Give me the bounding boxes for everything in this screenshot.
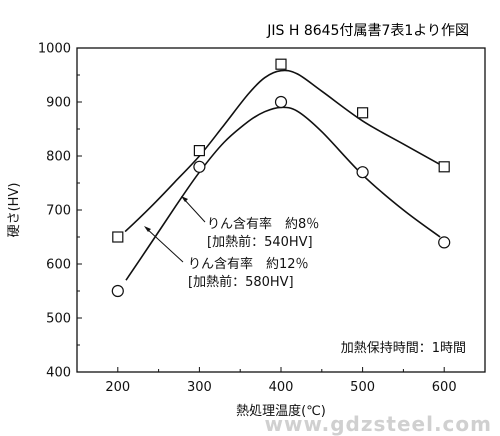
watermark: www.gdzsteel.com <box>264 412 492 436</box>
y-tick-label: 900 <box>46 96 71 111</box>
leader-arrow-series-2 <box>144 226 151 232</box>
x-axis: 200 300 400 500 600 <box>76 367 486 395</box>
y-tick-label: 700 <box>46 204 71 219</box>
x-tick-label: 200 <box>105 380 130 395</box>
series-2-point <box>356 166 369 179</box>
series-1-point <box>275 58 287 70</box>
y-tick-label: 400 <box>46 366 71 381</box>
series-2-point <box>193 160 206 173</box>
holding-time-note: 加熱保持時間：1時間 <box>341 341 466 356</box>
x-axis-title: 熱処理温度(℃) <box>236 403 326 419</box>
x-tick-label: 600 <box>432 380 457 395</box>
series-1-label-line1: りん含有率 約8％ <box>207 216 319 232</box>
x-tick-label: 300 <box>187 380 212 395</box>
y-tick-label: 600 <box>46 258 71 273</box>
series-layer <box>111 58 451 298</box>
y-tick-label: 800 <box>46 150 71 165</box>
leader-line-series-2 <box>145 227 184 263</box>
y-axis: 400 500 600 700 800 900 1000 <box>38 42 82 381</box>
y-axis-title: 硬さ(HV) <box>7 183 22 238</box>
series-1-point <box>438 161 450 173</box>
x-tick-label: 400 <box>269 380 294 395</box>
series-2-label-line1: りん含有率 約12％ <box>188 256 309 272</box>
leader-arrow-series-1 <box>181 196 188 202</box>
series-2-point <box>438 236 451 249</box>
series-1-label-line2: [加熱前：540HV] <box>207 234 313 250</box>
y-tick-label: 1000 <box>38 42 71 57</box>
series-2-point <box>274 95 288 109</box>
leader-line-series-1 <box>182 197 206 223</box>
chart-title: JIS H 8645付属書7表1より作図 <box>266 23 469 39</box>
series-1-point <box>357 107 369 119</box>
y-tick-label: 500 <box>46 312 71 327</box>
series-1-line <box>124 69 445 233</box>
series-1-point <box>112 231 124 243</box>
series-2-label-line2: [加熱前：580HV] <box>188 274 294 290</box>
x-tick-label: 500 <box>350 380 375 395</box>
series-2-line <box>125 106 441 281</box>
series-2-point <box>111 284 124 298</box>
series-1-point <box>193 145 205 157</box>
